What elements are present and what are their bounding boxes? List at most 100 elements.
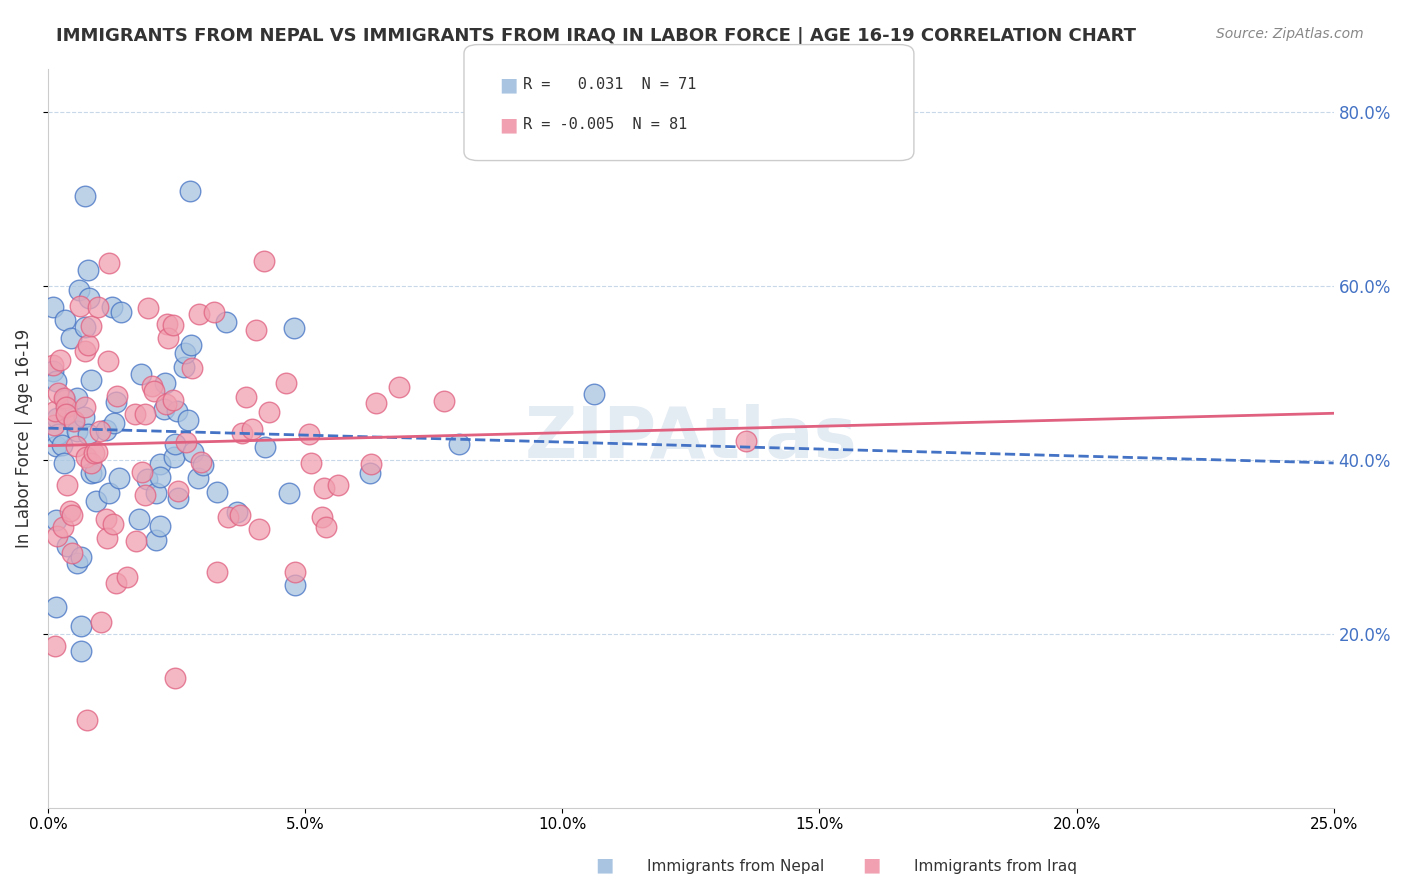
Point (257, 404, 280, 418)
Point (44, 417, 66, 432)
Point (284, 565, 307, 579)
Point (76, 713, 98, 727)
Point (45, 514, 67, 528)
Point (135, 472, 157, 486)
Point (46, 427, 69, 442)
Point (53, 456, 76, 470)
Point (298, 427, 321, 442)
Point (52, 520, 75, 534)
Point (42, 300, 65, 314)
Point (131, 465, 153, 479)
Point (145, 486, 167, 500)
Point (215, 315, 238, 329)
Point (162, 318, 184, 332)
Point (167, 483, 190, 498)
Point (77, 263, 100, 277)
Text: ■: ■ (499, 115, 517, 135)
Y-axis label: In Labor Force | Age 16-19: In Labor Force | Age 16-19 (15, 328, 32, 548)
Point (77, 337, 100, 351)
Point (299, 456, 322, 470)
Point (107, 471, 129, 485)
Point (181, 445, 204, 459)
Point (60, 508, 83, 523)
Point (145, 533, 167, 547)
Point (315, 519, 337, 533)
Point (72, 409, 94, 424)
Point (101, 516, 124, 531)
Point (157, 331, 180, 345)
Point (129, 367, 152, 381)
Point (98, 256, 121, 270)
Point (77, 292, 100, 306)
Point (128, 512, 150, 526)
Point (149, 518, 172, 533)
Point (75, 320, 97, 334)
Point (103, 416, 125, 430)
Point (360, 457, 382, 471)
Point (69, 299, 91, 313)
Point (65, 439, 87, 453)
Point (66, 424, 89, 438)
Point (202, 305, 225, 319)
Point (80, 466, 103, 480)
Point (181, 361, 204, 376)
Point (44, 404, 66, 418)
Point (42, 364, 65, 378)
Point (45, 439, 67, 453)
Point (167, 491, 190, 505)
Text: ZIPAtlas: ZIPAtlas (524, 403, 858, 473)
Text: ■: ■ (595, 855, 614, 874)
Point (226, 505, 249, 519)
Point (138, 301, 160, 315)
Point (55, 407, 77, 421)
Point (449, 437, 471, 451)
Text: R =   0.031  N = 71: R = 0.031 N = 71 (523, 78, 696, 92)
Text: R = -0.005  N = 81: R = -0.005 N = 81 (523, 118, 688, 132)
Point (45, 374, 67, 388)
Point (80, 456, 103, 470)
Point (174, 346, 197, 360)
Point (89, 424, 111, 438)
Point (104, 394, 127, 409)
Text: IMMIGRANTS FROM NEPAL VS IMMIGRANTS FROM IRAQ IN LABOR FORCE | AGE 16-19 CORRELA: IMMIGRANTS FROM NEPAL VS IMMIGRANTS FROM… (56, 27, 1136, 45)
Point (152, 402, 174, 417)
Point (142, 384, 165, 398)
Text: ■: ■ (862, 855, 882, 874)
Point (87, 300, 110, 314)
Point (105, 389, 128, 403)
Point (67, 283, 90, 297)
Point (253, 440, 276, 454)
Point (105, 575, 128, 590)
Point (207, 485, 229, 500)
Point (97, 354, 120, 368)
Point (46, 410, 69, 425)
Point (166, 404, 188, 418)
Point (79, 319, 101, 334)
Point (240, 422, 263, 436)
Text: Immigrants from Nepal: Immigrants from Nepal (647, 859, 824, 874)
Point (124, 407, 146, 421)
Point (115, 570, 138, 584)
Point (69, 550, 91, 565)
Point (42, 358, 65, 372)
Point (55, 478, 77, 492)
Point (94, 512, 117, 526)
Point (51, 438, 73, 452)
Point (283, 321, 305, 335)
Point (245, 323, 267, 337)
Point (96, 531, 118, 545)
Point (163, 671, 186, 685)
Point (149, 470, 172, 484)
Point (44, 599, 66, 614)
Text: Immigrants from Iraq: Immigrants from Iraq (914, 859, 1077, 874)
Point (110, 305, 132, 319)
Point (80, 373, 103, 387)
Point (155, 397, 177, 411)
Point (75, 343, 97, 358)
Point (53, 392, 76, 407)
Point (366, 396, 388, 410)
Point (83, 446, 105, 460)
Text: ■: ■ (499, 75, 517, 95)
Point (284, 578, 307, 592)
Point (163, 437, 186, 451)
